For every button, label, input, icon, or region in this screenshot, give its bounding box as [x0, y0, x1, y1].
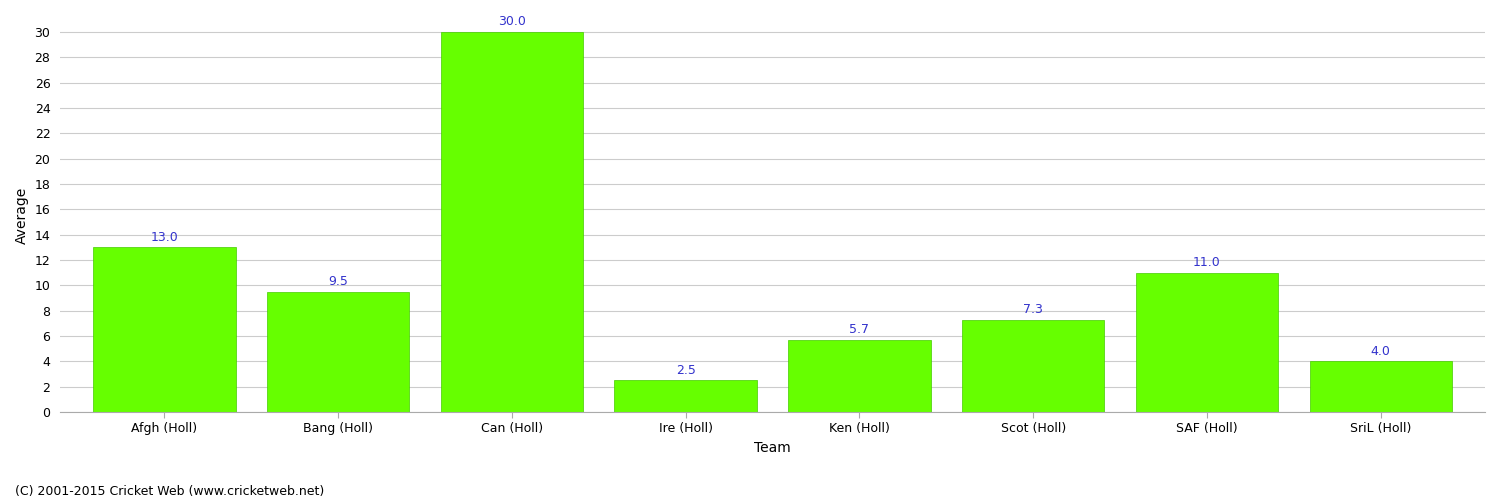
Text: (C) 2001-2015 Cricket Web (www.cricketweb.net): (C) 2001-2015 Cricket Web (www.cricketwe… — [15, 485, 324, 498]
Text: 11.0: 11.0 — [1192, 256, 1221, 269]
Bar — [1310, 362, 1452, 412]
Bar — [441, 32, 584, 412]
Text: 4.0: 4.0 — [1371, 344, 1390, 358]
Text: 7.3: 7.3 — [1023, 302, 1042, 316]
Text: 5.7: 5.7 — [849, 323, 870, 336]
Text: 2.5: 2.5 — [676, 364, 696, 376]
X-axis label: Team: Team — [754, 441, 790, 455]
Bar — [615, 380, 758, 412]
Bar — [788, 340, 930, 412]
Bar — [267, 292, 410, 412]
Text: 30.0: 30.0 — [498, 15, 526, 28]
Text: 9.5: 9.5 — [328, 275, 348, 288]
Bar — [93, 248, 236, 412]
Bar — [1136, 272, 1278, 412]
Y-axis label: Average: Average — [15, 187, 28, 244]
Text: 13.0: 13.0 — [150, 230, 178, 243]
Bar — [962, 320, 1104, 412]
